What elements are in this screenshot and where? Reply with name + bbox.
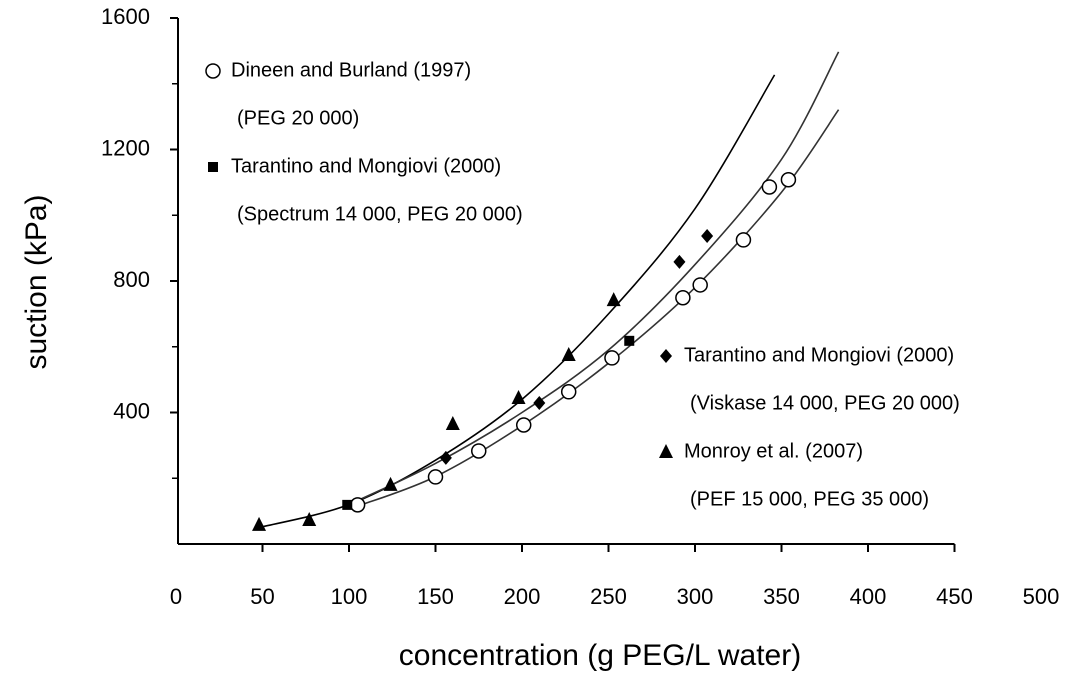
data-point (445, 416, 460, 431)
x-tick-label: 100 (331, 584, 368, 609)
legend-marker (208, 162, 218, 172)
x-tick-label: 250 (590, 584, 627, 609)
x-tick-label: 150 (417, 584, 454, 609)
data-point (604, 350, 620, 366)
data-point (735, 232, 752, 248)
data-point (673, 254, 686, 269)
data-point (560, 384, 577, 400)
x-tick-label: 200 (504, 584, 541, 609)
data-point (349, 497, 366, 513)
fit-curve (348, 51, 840, 506)
data-point (439, 450, 452, 465)
x-tick-label: 500 (1023, 584, 1060, 609)
legend-marker (660, 349, 672, 363)
data-point (606, 292, 621, 307)
y-tick-label: 400 (113, 398, 150, 423)
data-point (471, 443, 487, 459)
legend-detail: (PEG 20 000) (237, 107, 359, 129)
x-tick-label: 0 (170, 584, 182, 609)
data-point (515, 417, 532, 433)
data-point (780, 171, 797, 188)
data-point (511, 390, 526, 405)
data-point (427, 469, 444, 485)
x-tick-label: 50 (250, 584, 274, 609)
data-point (624, 335, 635, 346)
data-point (692, 277, 708, 293)
x-tick-label: 400 (850, 584, 887, 609)
data-point (252, 516, 267, 531)
legend-marker (659, 444, 673, 458)
data-point (302, 512, 317, 527)
x-axis-label: concentration (g PEG/L water) (399, 639, 801, 672)
y-tick-label: 1600 (101, 4, 150, 29)
data-point (761, 179, 778, 195)
legend-label: Tarantino and Mongiovi (2000) (684, 344, 954, 366)
legend-label: Monroy et al. (2007) (684, 440, 863, 462)
legend-label: Tarantino and Mongiovi (2000) (231, 155, 501, 177)
legend-detail: (Viskase 14 000, PEG 20 000) (690, 392, 960, 414)
x-tick-label: 450 (936, 584, 973, 609)
y-axis-label: suction (kPa) (20, 194, 53, 369)
data-point (533, 395, 546, 410)
data-point (701, 228, 714, 243)
legend-label: Dineen and Burland (1997) (231, 59, 471, 81)
data-point (675, 290, 691, 306)
data-point (342, 499, 353, 510)
data-point (383, 476, 398, 491)
x-tick-label: 350 (763, 584, 800, 609)
x-tick-label: 300 (677, 584, 714, 609)
y-tick-label: 1200 (101, 135, 150, 160)
data-point (561, 346, 576, 361)
legend-detail: (PEF 15 000, PEG 35 000) (690, 488, 929, 510)
legend-marker (205, 63, 221, 79)
legend-detail: (Spectrum 14 000, PEG 20 000) (237, 203, 523, 225)
y-tick-label: 800 (113, 267, 150, 292)
